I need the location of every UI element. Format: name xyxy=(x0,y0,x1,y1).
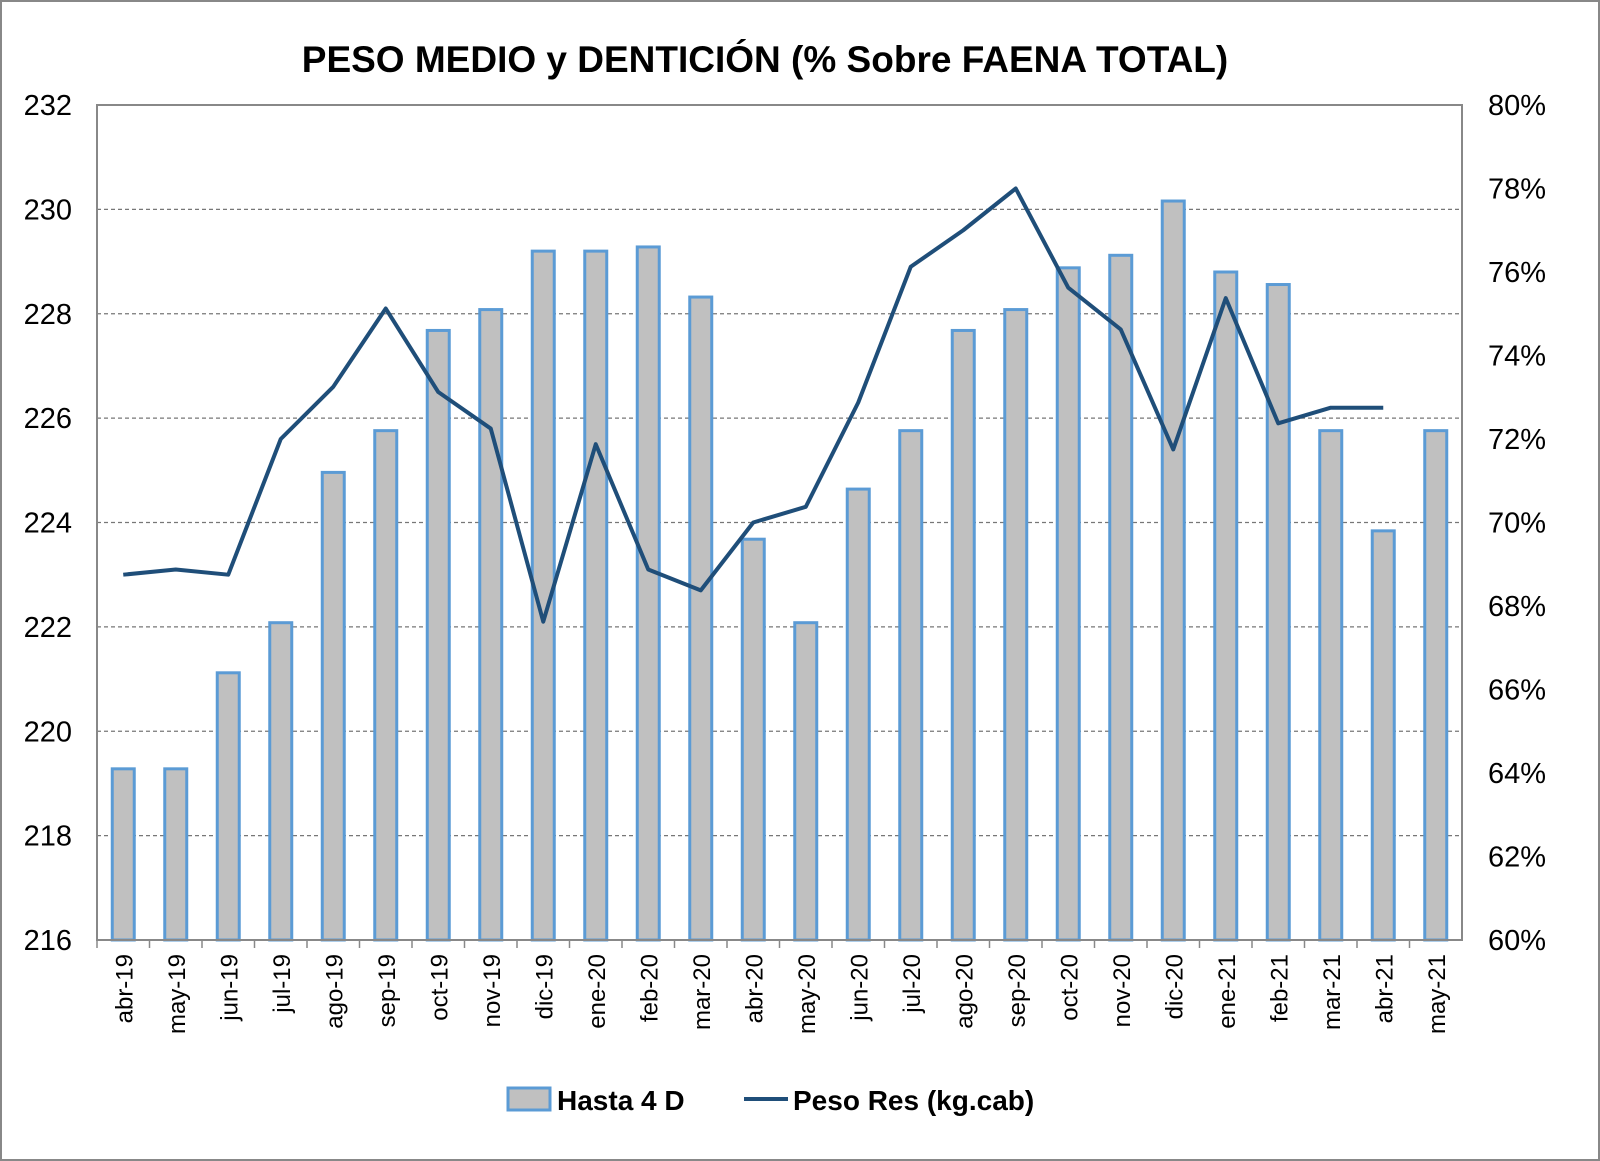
left-tick-label: 224 xyxy=(24,508,72,540)
x-tick-label: mar-20 xyxy=(689,954,716,1030)
x-tick-label: mar-21 xyxy=(1319,954,1346,1030)
right-tick-label: 76% xyxy=(1488,257,1546,289)
left-tick-label: 218 xyxy=(24,821,72,853)
x-tick-label: feb-21 xyxy=(1266,954,1293,1022)
left-tick-label: 232 xyxy=(24,90,72,122)
x-tick-label: dic-20 xyxy=(1161,954,1188,1019)
legend-label-bar: Hasta 4 D xyxy=(557,1085,685,1116)
bar xyxy=(373,429,399,942)
left-tick-label: 230 xyxy=(24,194,72,226)
bar xyxy=(740,537,766,942)
legend-label-line: Peso Res (kg.cab) xyxy=(793,1085,1034,1116)
right-tick-label: 66% xyxy=(1488,675,1546,707)
x-tick-label: jul-20 xyxy=(899,954,926,1014)
x-tick-label: nov-19 xyxy=(479,954,506,1027)
left-tick-label: 228 xyxy=(24,299,72,331)
legend-swatch-bar xyxy=(506,1086,552,1112)
x-tick-label: jul-19 xyxy=(269,954,296,1014)
bar xyxy=(1055,266,1081,942)
right-tick-label: 60% xyxy=(1488,925,1546,957)
x-tick-label: ago-20 xyxy=(951,954,978,1029)
x-tick-label: may-20 xyxy=(794,954,821,1034)
x-tick-label: may-21 xyxy=(1424,954,1451,1034)
right-tick-label: 78% xyxy=(1488,174,1546,206)
bar xyxy=(110,767,136,942)
bar xyxy=(478,308,504,942)
bar xyxy=(1108,253,1134,942)
right-tick-label: 80% xyxy=(1488,90,1546,122)
x-tick-label: sep-19 xyxy=(374,954,401,1027)
right-tick-label: 64% xyxy=(1488,758,1546,790)
left-tick-label: 226 xyxy=(24,403,72,435)
bar xyxy=(163,767,189,942)
bar xyxy=(1318,429,1344,942)
bar xyxy=(635,245,661,942)
x-tick-label: ago-19 xyxy=(321,954,348,1029)
right-tick-label: 62% xyxy=(1488,842,1546,874)
line-series xyxy=(123,186,1384,624)
bar xyxy=(1423,429,1449,942)
x-tick-label: jun-19 xyxy=(216,954,243,1022)
x-tick-label: oct-20 xyxy=(1056,954,1083,1021)
x-tick-label: abr-19 xyxy=(111,954,138,1023)
right-tick-label: 74% xyxy=(1488,341,1546,373)
x-tick-label: feb-20 xyxy=(636,954,663,1022)
right-tick-label: 70% xyxy=(1488,508,1546,540)
chart-title: PESO MEDIO y DENTICIÓN (% Sobre FAENA TO… xyxy=(302,38,1228,80)
x-tick-label: may-19 xyxy=(164,954,191,1034)
bar xyxy=(1160,199,1186,942)
bar xyxy=(1213,270,1239,942)
bar xyxy=(1003,308,1029,942)
left-tick-label: 220 xyxy=(24,716,72,748)
bar xyxy=(320,470,346,942)
legend: Hasta 4 D Peso Res (kg.cab) xyxy=(506,1085,1034,1116)
right-tick-label: 72% xyxy=(1488,424,1546,456)
x-tick-label: oct-19 xyxy=(426,954,453,1021)
bar xyxy=(845,487,871,942)
x-tick-label: sep-20 xyxy=(1004,954,1031,1027)
bar xyxy=(898,429,924,942)
x-tick-label: dic-19 xyxy=(531,954,558,1019)
bar xyxy=(688,295,714,942)
bar xyxy=(268,621,294,942)
x-tick-label: ene-21 xyxy=(1214,954,1241,1029)
bar xyxy=(793,621,819,942)
bar xyxy=(425,328,451,942)
x-tick-label: nov-20 xyxy=(1109,954,1136,1027)
right-tick-label: 68% xyxy=(1488,591,1546,623)
bar xyxy=(215,671,241,942)
bar xyxy=(583,249,609,942)
bar xyxy=(950,328,976,942)
left-tick-label: 222 xyxy=(24,612,72,644)
x-tick-label: jun-20 xyxy=(846,954,873,1022)
left-tick-label: 216 xyxy=(24,925,72,957)
x-tick-label: abr-20 xyxy=(741,954,768,1023)
bar xyxy=(1370,529,1396,942)
bar xyxy=(1265,283,1291,942)
x-tick-label: abr-21 xyxy=(1371,954,1398,1023)
x-tick-label: ene-20 xyxy=(584,954,611,1029)
